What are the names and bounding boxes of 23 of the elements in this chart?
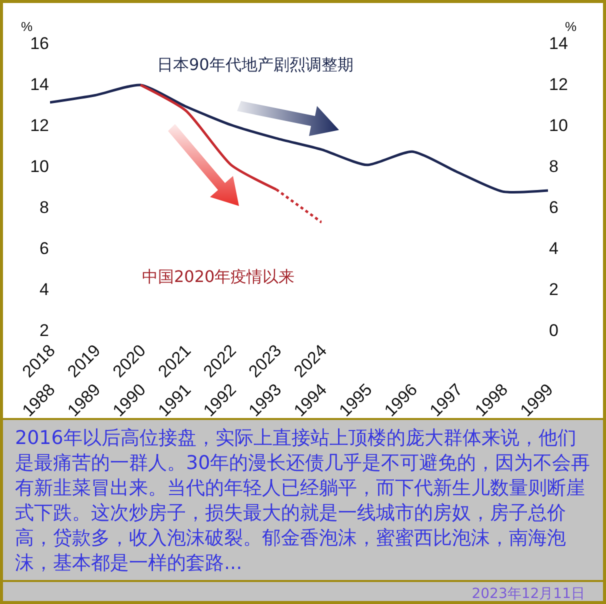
y2-tick-label: 8 xyxy=(549,156,558,176)
y-axis-title: % xyxy=(21,19,33,34)
y-tick-label: 8 xyxy=(40,198,49,217)
y2-tick-label: 4 xyxy=(549,238,558,258)
line-series xyxy=(50,84,548,194)
y2-tick-label: 14 xyxy=(549,34,568,53)
y-tick-label: 16 xyxy=(30,34,49,53)
y2-tick-label: 2 xyxy=(549,280,558,299)
y2-tick-label: 0 xyxy=(549,320,558,340)
text: 2023年12月11日 xyxy=(3,580,603,603)
y2-tick-label: 10 xyxy=(549,116,568,135)
annotation: 中国2020年疫情以来 xyxy=(142,267,295,286)
y-tick-label: 10 xyxy=(30,156,49,176)
text: 2016年以后高位接盘，实际上直接站上顶楼的庞大群体来说，他们是最痛苦的一群人。30年的漫长还债几乎是不可避免的，因为不会再有新韭菜冒出来。当代的年轻人已经躺平，而下代新生儿数量则断崖式下跌。这次炒房子，损失最大的就是一线城市的房奴，房子总价高，贷款多，收入泡沫破裂。郁金香泡沫，蜜蜜西比泡沫，南海泡沫，基本都是一样的套路... xyxy=(14,426,592,576)
y2-axis-title: % xyxy=(565,19,577,34)
y-tick-label: 4 xyxy=(40,280,49,299)
y-tick-label: 14 xyxy=(30,74,49,94)
y2-tick-label: 12 xyxy=(549,74,568,94)
y-tick-label: 6 xyxy=(40,238,49,258)
y-tick-label: 12 xyxy=(30,116,49,135)
y2-tick-label: 6 xyxy=(549,198,558,217)
y-tick-label: 2 xyxy=(40,320,49,340)
annotation: 日本90年代地产剧烈调整期 xyxy=(157,55,354,74)
